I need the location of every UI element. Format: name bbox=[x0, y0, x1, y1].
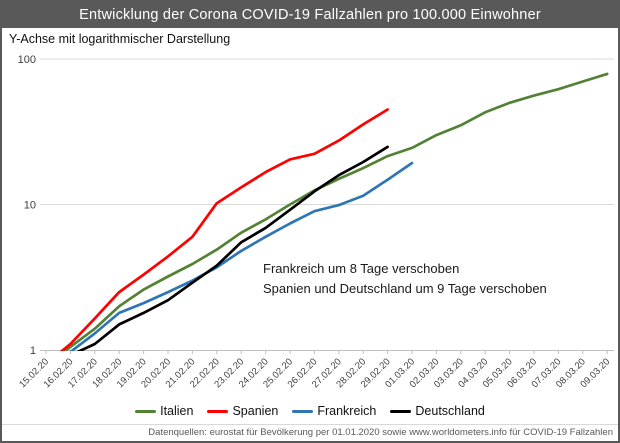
grid-layer bbox=[40, 58, 614, 205]
legend-label: Deutschland bbox=[415, 404, 485, 418]
legend-label: Frankreich bbox=[317, 404, 377, 418]
legend-item-italien: Italien bbox=[135, 404, 193, 418]
legend-swatch-deutschland bbox=[390, 409, 412, 413]
series-line-frankreich bbox=[69, 161, 414, 351]
series-line-italien bbox=[62, 72, 609, 351]
legend-item-spanien: Spanien bbox=[207, 404, 278, 418]
legend-swatch-spanien bbox=[207, 409, 229, 413]
title-bar: Entwicklung der Corona COVID-19 Fallzahl… bbox=[2, 2, 618, 28]
annotation-line-1: Frankreich um 8 Tage verschoben bbox=[263, 261, 459, 276]
chart-subtitle: Y-Achse mit logarithmischer Darstellung bbox=[9, 32, 231, 46]
series-layer bbox=[59, 72, 609, 351]
y-tick-label: 1 bbox=[30, 345, 36, 357]
series-line-spanien bbox=[59, 108, 389, 351]
footer-text: Datenquellen: eurostat für Bevölkerung p… bbox=[148, 427, 613, 438]
legend-item-deutschland: Deutschland bbox=[390, 404, 485, 418]
series-line-deutschland bbox=[76, 145, 389, 351]
y-tick-label: 10 bbox=[24, 200, 36, 212]
footer: Datenquellen: eurostat für Bevölkerung p… bbox=[2, 424, 618, 441]
legend-swatch-frankreich bbox=[292, 409, 314, 413]
legend-label: Spanien bbox=[232, 404, 279, 418]
legend: Italien Spanien Frankreich Deutschland bbox=[2, 401, 618, 421]
annotation-line-2: Spanien und Deutschland um 9 Tage versch… bbox=[263, 281, 547, 296]
legend-swatch-italien bbox=[135, 409, 157, 413]
axis-layer: 11010015.02.2016.02.2017.02.2018.02.2019… bbox=[17, 54, 614, 390]
y-tick-label: 100 bbox=[18, 54, 36, 66]
legend-item-frankreich: Frankreich bbox=[292, 404, 376, 418]
page-title: Entwicklung der Corona COVID-19 Fallzahl… bbox=[79, 7, 541, 23]
legend-label: Italien bbox=[160, 404, 194, 418]
